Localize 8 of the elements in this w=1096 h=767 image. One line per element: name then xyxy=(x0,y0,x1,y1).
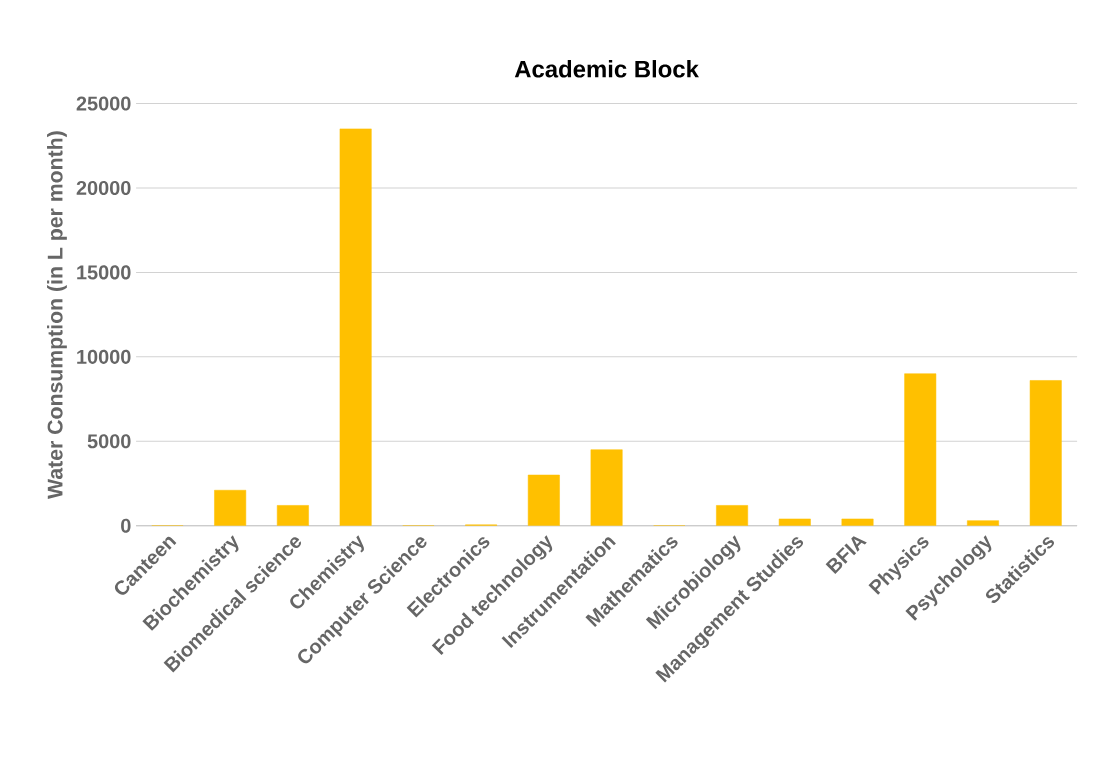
y-tick-label: 0 xyxy=(121,518,131,533)
y-tick-label: 5000 xyxy=(87,434,131,449)
y-tick-label: 25000 xyxy=(76,96,131,111)
chart-title: Academic Block xyxy=(514,60,699,78)
y-tick-label: 10000 xyxy=(77,349,131,364)
y-axis-title: Water Consumption (in L per month) xyxy=(47,131,67,500)
y-tick-label: 15000 xyxy=(77,265,131,280)
y-tick-label: 20000 xyxy=(76,181,131,196)
